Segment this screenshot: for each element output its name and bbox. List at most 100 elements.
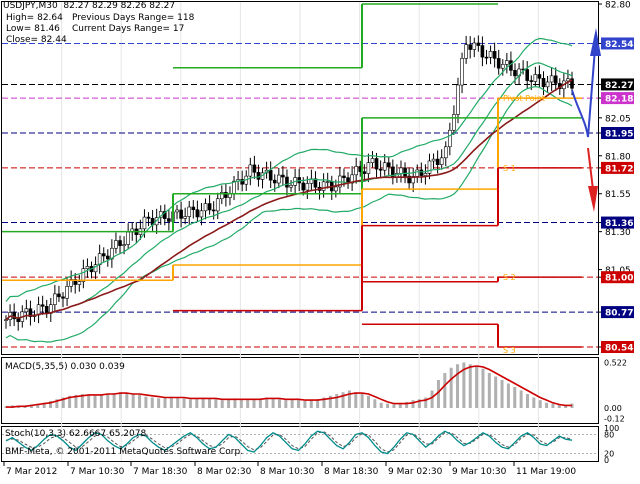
price-axis-marker (601, 271, 634, 284)
price-axis-label: 81.72 (605, 164, 633, 174)
bollinger-lower (5, 85, 573, 343)
candle-body (537, 74, 542, 79)
price-axis-marker (601, 216, 634, 229)
candle-body (85, 266, 90, 269)
price-axis-label: 80.54 (605, 344, 633, 354)
stoch-main-line (5, 430, 573, 455)
candle-body (570, 78, 574, 89)
candle-body (545, 81, 550, 88)
price-axis-label: 81.95 (605, 130, 633, 140)
candle-body (407, 175, 411, 184)
candle-body (399, 167, 403, 174)
candle-body (289, 185, 293, 188)
candle-body (370, 158, 375, 164)
candle-body (488, 51, 493, 58)
time-axis-label: 8 Mar 02:30 (197, 467, 252, 477)
candle-body (199, 210, 204, 218)
time-axis-label: 8 Mar 10:30 (260, 467, 315, 477)
candle-body (439, 157, 444, 165)
candle-body (12, 312, 16, 320)
info-curr-range: Current Days Range= 17 (72, 24, 185, 34)
candle-body (93, 264, 98, 273)
forecast-up-arrow (571, 35, 597, 138)
forecast-up-arrowhead (590, 28, 601, 56)
candle-body (301, 182, 306, 191)
candle-body (496, 58, 501, 69)
candle-body (118, 240, 122, 246)
moving-average (5, 79, 573, 321)
candle-body (272, 179, 277, 184)
price-axis-marker (601, 161, 634, 174)
macd-label: MACD(5,35,5) 0.030 0.039 (5, 362, 125, 372)
pivot-label: S 3 (503, 346, 516, 355)
macd-signal-line (6, 365, 572, 408)
candle-body (53, 293, 57, 305)
candle-body (203, 203, 208, 212)
candle-body (191, 206, 196, 210)
candle-body (256, 172, 261, 180)
price-axis-label: 82.05 (605, 114, 631, 124)
time-axis: 7 Mar 2012 7 Mar 10:30 7 Mar 18:30 8 Mar 02… (3, 462, 576, 477)
candle-body (480, 45, 485, 58)
price-axis-label: 81.36 (605, 219, 633, 229)
candle-body (513, 70, 517, 77)
candle-body (65, 286, 69, 299)
candle-body (505, 60, 509, 65)
candle-body (142, 216, 147, 230)
candle-body (40, 304, 45, 307)
price-axis: 82.80 82.54 82.27 82.18 82.05 81.95 81.80 81.72… (598, 1, 634, 354)
candle-body (211, 209, 216, 212)
candle-body (277, 174, 281, 184)
stoch-axis-label: 0 (604, 456, 609, 465)
candle-body (476, 42, 481, 46)
candle-body (44, 306, 49, 314)
symbol-header: USDJPY,M30 82.27 82.29 82.26 82.27 (3, 1, 176, 11)
candle-body (354, 166, 358, 176)
price-axis-label: 80.77 (605, 309, 633, 319)
candle-body (285, 176, 289, 188)
price-axis-marker (601, 341, 634, 353)
candle-body (342, 175, 346, 178)
candle-body (566, 78, 570, 82)
info-high: High= 82.64 (6, 13, 63, 23)
candle-body (252, 164, 257, 173)
candle-body (114, 240, 118, 249)
candle-body (305, 183, 310, 191)
pivot-label: S 1 (503, 164, 516, 173)
candle-body (228, 193, 232, 198)
price-panel[interactable]: Pivot Point S 1 S 2 S 3 (2, 3, 601, 355)
candle-body (215, 198, 220, 212)
candle-body (232, 180, 236, 195)
candle-body (452, 114, 456, 131)
info-low: Low= 81.46 (6, 24, 60, 34)
candle-body (423, 173, 428, 176)
candle-body (105, 255, 110, 260)
candle-body (179, 209, 183, 219)
candle-body (374, 158, 379, 170)
stoch-axis-label: 20 (604, 450, 614, 459)
candle-body (61, 296, 65, 299)
macd-axis-label: -0.12 (604, 415, 625, 424)
macd-axis-label: 0.522 (604, 358, 627, 367)
candle-body (81, 268, 86, 282)
candle-body (195, 209, 200, 218)
price-axis-marker (601, 127, 634, 140)
pivot-label: Pivot Point (503, 94, 545, 103)
time-axis-label: 8 Mar 18:30 (324, 467, 379, 477)
candle-body (448, 129, 452, 148)
candle-body (321, 181, 326, 191)
candle-body (378, 168, 383, 171)
price-axis-marker (601, 306, 634, 319)
macd-axis-label: 0.00 (604, 404, 622, 413)
candle-body (122, 244, 126, 246)
candle-body (146, 216, 151, 219)
candle-body (382, 162, 387, 171)
candle-body (281, 174, 285, 178)
price-axis-marker (601, 92, 634, 105)
macd-panel[interactable]: 0.522 0.00 -0.12 (4, 358, 627, 424)
candle-body (362, 171, 367, 174)
price-axis-label: 81.05 (605, 266, 631, 276)
candle-body (419, 169, 424, 176)
